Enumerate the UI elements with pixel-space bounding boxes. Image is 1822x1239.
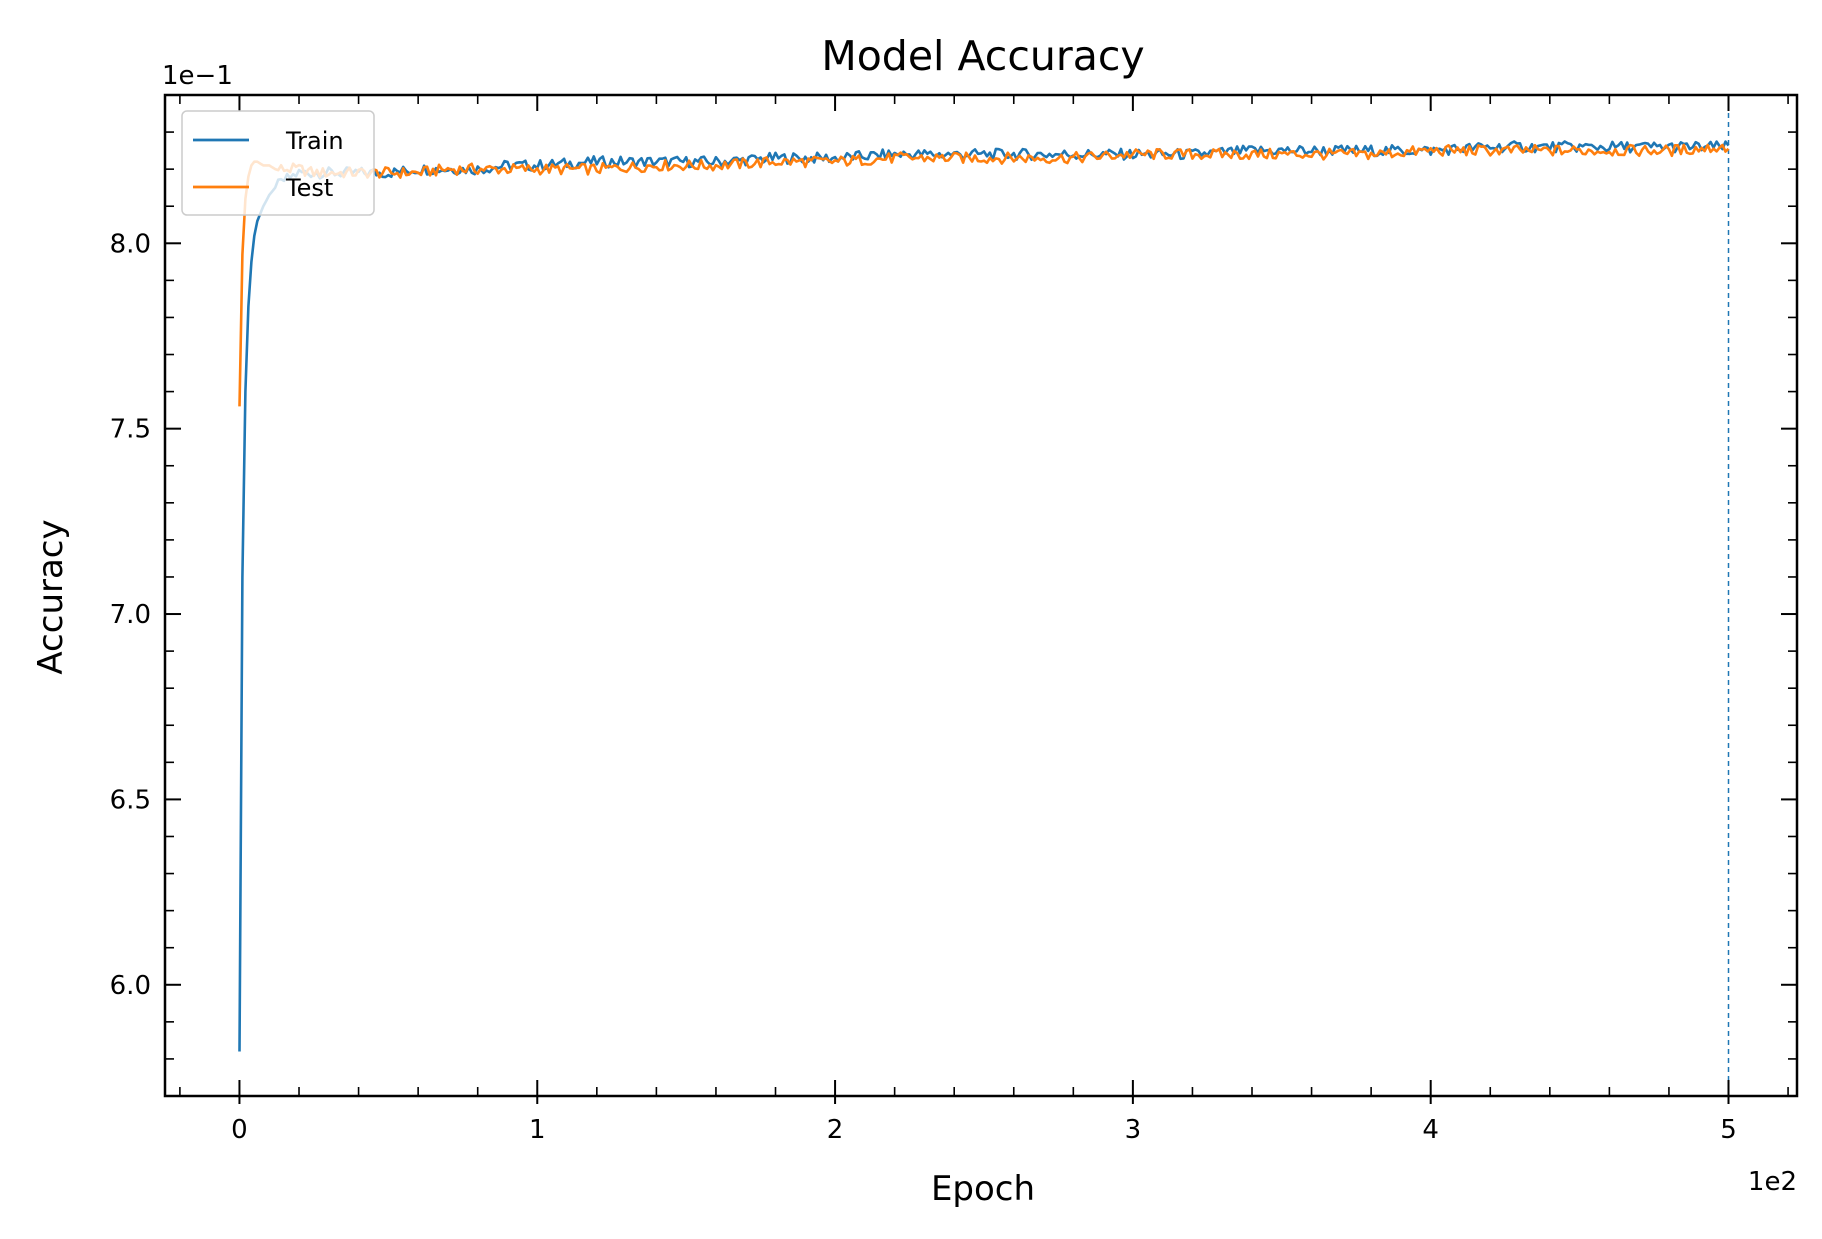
x-tick-label: 2 [827, 1115, 844, 1145]
legend-box [181, 110, 375, 216]
plot-area [238, 95, 1730, 1096]
y-tick-label: 6.0 [110, 971, 151, 1001]
legend-label-test: Test [285, 174, 333, 202]
x-tick-label: 0 [231, 1115, 248, 1145]
series-line-train [238, 140, 1730, 1052]
legend-label-train: Train [285, 127, 344, 155]
series-line-test [238, 143, 1730, 407]
title-group: Model Accuracy [821, 32, 1144, 80]
legend: Train Test [181, 110, 375, 216]
plot-frame [163, 93, 1799, 1098]
chart-title: Model Accuracy [821, 32, 1144, 80]
y-tick-label: 8.0 [110, 229, 151, 259]
x-tick-label: 3 [1125, 1115, 1142, 1145]
x-tick-label: 4 [1422, 1115, 1439, 1145]
x-axis-label: Epoch [931, 1169, 1035, 1209]
axis-ticks: 0 1 2 3 4 5 6.0 6.5 7.0 7.5 8.0 [110, 94, 1797, 1145]
x-tick-label: 1 [529, 1115, 546, 1145]
y-axis-offset-label: 1e−1 [162, 61, 233, 91]
y-tick-label: 7.5 [110, 415, 151, 445]
y-tick-label: 6.5 [110, 785, 151, 815]
y-tick-label: 7.0 [110, 600, 151, 630]
y-axis-label: Accuracy [31, 519, 71, 674]
x-tick-label: 5 [1720, 1115, 1737, 1145]
x-axis-offset-label: 1e2 [1748, 1167, 1797, 1197]
